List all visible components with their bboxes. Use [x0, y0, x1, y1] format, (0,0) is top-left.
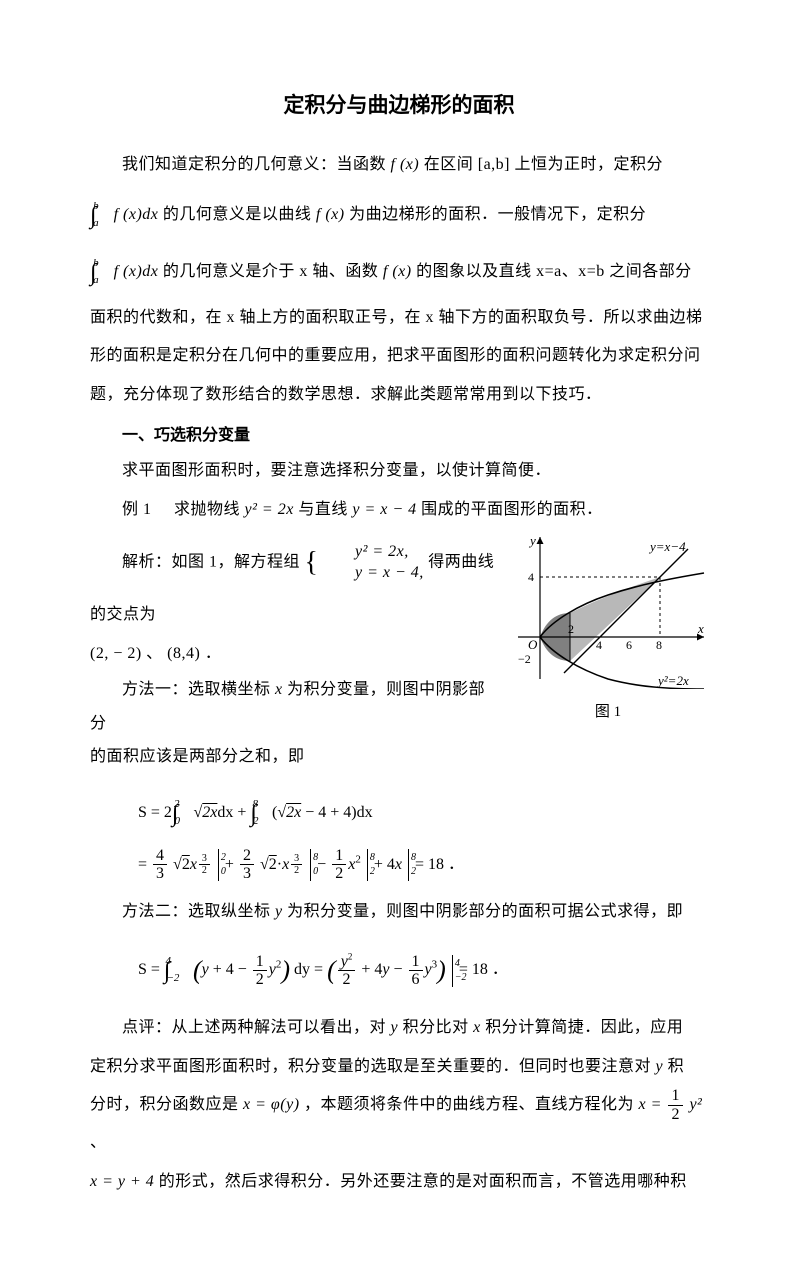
- text: 积: [668, 1058, 685, 1075]
- equation-1b: = 43 √2x32 20 + 23 √2·x32 80 − 12x2 82 +…: [138, 847, 708, 883]
- x-label: x: [697, 621, 704, 636]
- equation-2: S = ∫−24 (y + 4 − 12y2) dy = (y22 + 4y −…: [138, 941, 708, 999]
- S-eq: S =: [138, 961, 164, 978]
- x-y4: x = y + 4: [90, 1173, 154, 1190]
- text: 、: [90, 1134, 107, 1151]
- text: S = 2: [138, 804, 172, 821]
- interval: [a,b]: [478, 156, 510, 173]
- review-1: 点评：从上述两种解法可以看出，对 y 积分比对 x 积分计算简捷．因此，应用: [90, 1009, 708, 1047]
- origin-label: O: [528, 637, 538, 652]
- text: 分时，积分函数应是: [90, 1096, 243, 1113]
- y-label: y: [528, 533, 536, 548]
- var-y: y: [391, 1019, 399, 1036]
- int-upper: b: [93, 200, 99, 212]
- case-top: y² = 2x,: [323, 542, 424, 563]
- integrand: f (x)dx: [114, 263, 159, 280]
- text: 积分计算简捷．因此，应用: [485, 1019, 683, 1036]
- phi: x = φ(y): [243, 1096, 300, 1113]
- plus: +: [237, 804, 250, 821]
- example-1: 例 1 求抛物线 y² = 2x 与直线 y = x − 4 围成的平面图形的面…: [90, 491, 708, 529]
- eq: =: [314, 961, 327, 978]
- text: 定积分求平面图形面积时，积分变量的选取是至关重要的．但同时也要注意对: [90, 1058, 656, 1075]
- tick-4: 4: [596, 638, 602, 652]
- text: 在区间: [424, 156, 474, 173]
- text: 上恒为正时，定积分: [515, 156, 664, 173]
- intro-para-1: 我们知道定积分的几何意义：当函数 f (x) 在区间 [a,b] 上恒为正时，定…: [90, 146, 708, 184]
- fx: f (x): [391, 156, 420, 173]
- sec1-p1: 求平面图形面积时，要注意选择积分变量，以使计算简便．: [90, 452, 708, 490]
- integrand: f (x)dx: [114, 206, 159, 223]
- fx: f (x): [383, 263, 412, 280]
- dy: dy: [294, 961, 310, 978]
- method1-b: 的面积应该是两部分之和，即: [90, 740, 708, 774]
- text: 我们知道定积分的几何意义：当函数: [122, 156, 391, 173]
- curve-label: y²=2x: [656, 673, 689, 688]
- var-x: x: [275, 681, 283, 698]
- intro-para-2: ∫ab f (x)dx 的几何意义是以曲线 f (x) 为曲边梯形的面积．一般情…: [90, 184, 708, 242]
- text: 点评：从上述两种解法可以看出，对: [122, 1019, 391, 1036]
- xhalf: x =: [639, 1096, 667, 1113]
- figure-1-svg: 2 4 6 8 4 −2 O x y y=x−4 y²=2x: [508, 529, 708, 689]
- tick-6: 6: [626, 638, 632, 652]
- tick-yn2: −2: [518, 652, 531, 666]
- fx: f (x): [316, 206, 345, 223]
- text: 为积分变量，则图中阴影部分的面积可据公式求得，即: [287, 903, 683, 920]
- text: 的几何意义是介于 x 轴、函数: [163, 263, 383, 280]
- text: 的几何意义是以曲线: [163, 206, 316, 223]
- text: ，本题须将条件中的曲线方程、直线方程化为: [304, 1096, 639, 1113]
- review-2: 定积分求平面图形面积时，积分变量的选取是至关重要的．但同时也要注意对 y 积: [90, 1048, 708, 1086]
- review-3: 分时，积分函数应是 x = φ(y) ，本题须将条件中的曲线方程、直线方程化为 …: [90, 1086, 708, 1163]
- analysis-label: 解析：如图 1，解方程组: [122, 553, 300, 570]
- tick-8: 8: [656, 638, 662, 652]
- int-upper: b: [93, 257, 99, 269]
- figure-1: 2 4 6 8 4 −2 O x y y=x−4 y²=2x 图 1: [508, 529, 708, 724]
- method2: 方法二：选取纵坐标 y 为积分变量，则图中阴影部分的面积可据公式求得，即: [90, 893, 708, 931]
- text: 为曲边梯形的面积．一般情况下，定积分: [349, 206, 646, 223]
- text: 方法一：选取横坐标: [122, 681, 275, 698]
- var-y: y: [275, 903, 283, 920]
- int-lower: a: [93, 274, 99, 286]
- line-label: y=x−4: [648, 539, 686, 554]
- text: 的图象以及直线 x=a、x=b 之间各部分: [416, 263, 692, 280]
- page-title: 定积分与曲边梯形的面积: [90, 90, 708, 122]
- review-4: x = y + 4 的形式，然后求得积分．另外还要注意的是对面积而言，不管选用哪…: [90, 1163, 708, 1201]
- intro-para-3: ∫ab f (x)dx 的几何意义是介于 x 轴、函数 f (x) 的图象以及直…: [90, 241, 708, 299]
- int-lower: a: [93, 217, 99, 229]
- tick-2: 2: [568, 622, 574, 636]
- var-y: y: [656, 1058, 664, 1075]
- intro-para-4: 面积的代数和，在 x 轴上方的面积取正号，在 x 轴下方的面积取负号．所以求曲边…: [90, 299, 708, 414]
- eq1b-tail: = 18 ．: [415, 856, 464, 873]
- text: 积分比对: [403, 1019, 474, 1036]
- tick-y4: 4: [528, 570, 534, 584]
- parabola-eq: y² = 2x: [245, 501, 294, 518]
- example-label: 例 1: [122, 501, 152, 518]
- text: 的形式，然后求得积分．另外还要注意的是对面积而言，不管选用哪种积: [159, 1173, 687, 1190]
- text: 方法二：选取纵坐标: [122, 903, 275, 920]
- line-eq: y = x − 4: [352, 501, 416, 518]
- text: 围成的平面图形的面积．: [421, 501, 603, 518]
- text: 求抛物线: [174, 501, 245, 518]
- figure-1-caption: 图 1: [508, 701, 708, 724]
- equation-1a: S = 2∫02 √2xdx + ∫28 (√2x − 4 + 4)dx: [138, 784, 708, 837]
- xhalf2: y²: [685, 1096, 702, 1113]
- section-1-head: 一、巧选积分变量: [90, 424, 708, 448]
- var-x: x: [473, 1019, 481, 1036]
- text: 与直线: [298, 501, 352, 518]
- case-bot: y = x − 4,: [323, 563, 424, 584]
